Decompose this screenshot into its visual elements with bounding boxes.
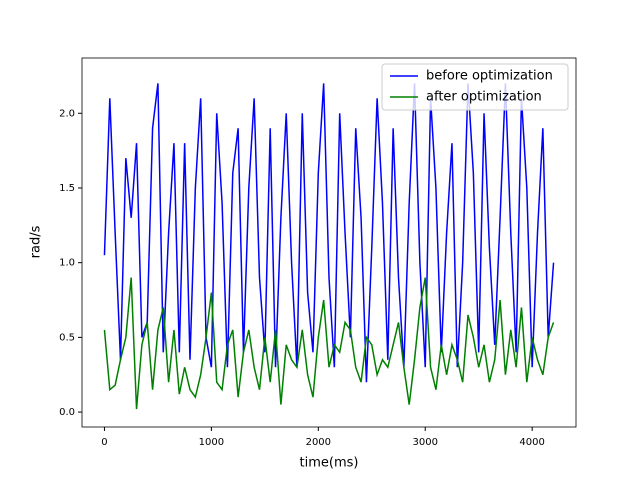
x-tick-label: 3000	[413, 437, 438, 448]
axes-frame	[81, 57, 577, 428]
legend-label: before optimization	[426, 69, 553, 84]
y-axis-label: rad/s	[29, 225, 44, 258]
x-tick-label: 1000	[199, 437, 224, 448]
line-series	[103, 277, 555, 410]
legend-label: after optimization	[426, 90, 542, 105]
y-tick-label: 1.0	[59, 258, 75, 269]
x-axis-label: time(ms)	[300, 456, 359, 471]
x-tick-label: 4000	[519, 437, 544, 448]
y-tick-label: 0.0	[59, 407, 75, 418]
x-tick-label: 2000	[306, 437, 331, 448]
legend-box	[381, 63, 569, 111]
x-tick-label: 0	[101, 437, 107, 448]
y-tick-label: 1.5	[59, 183, 75, 194]
line-series	[103, 83, 555, 383]
y-tick-label: 2.0	[59, 108, 75, 119]
y-tick-label: 0.5	[59, 332, 75, 343]
